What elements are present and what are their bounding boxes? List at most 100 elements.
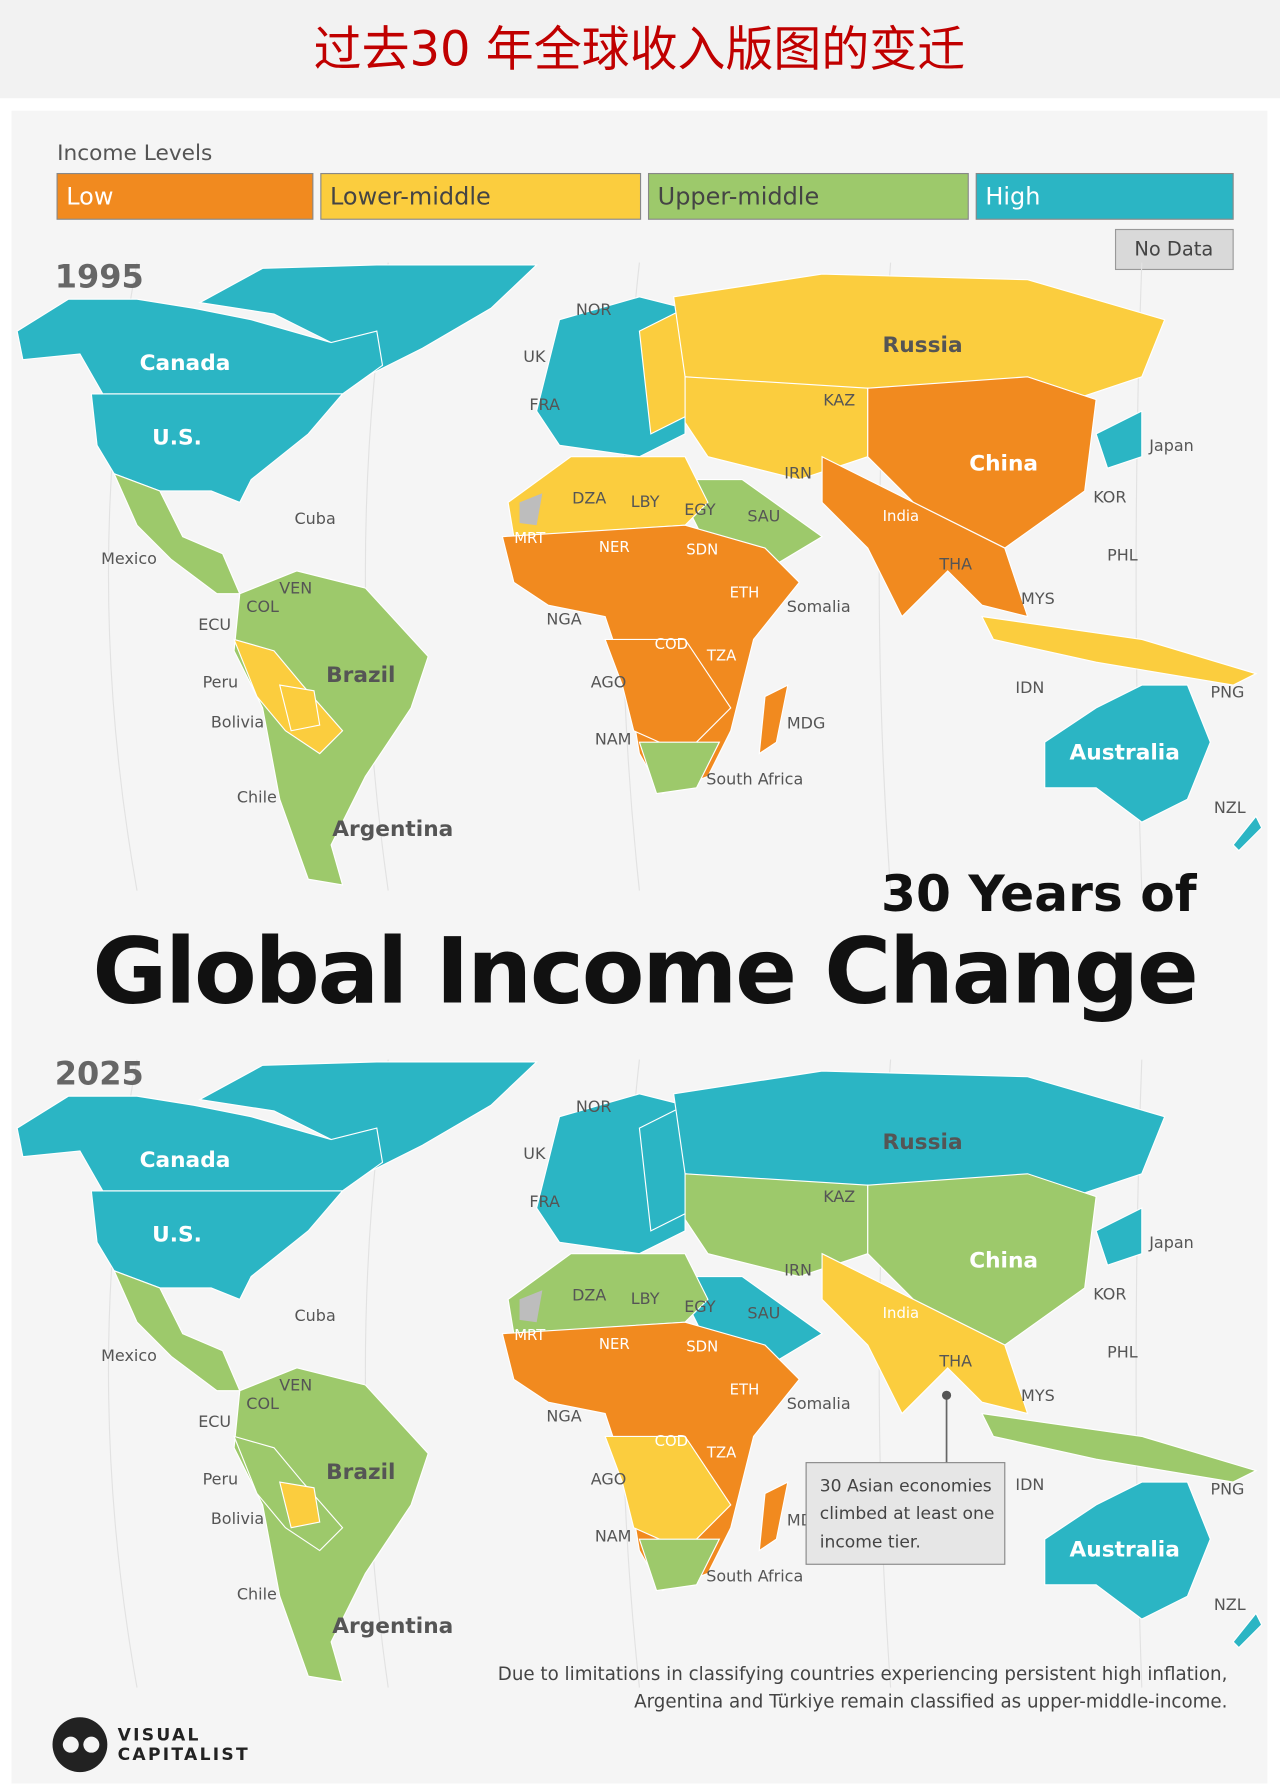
country-region bbox=[1044, 684, 1211, 823]
country-label: Peru bbox=[203, 1469, 239, 1488]
country-region bbox=[638, 741, 721, 795]
brand-icon-eye bbox=[83, 1736, 100, 1753]
country-label: NZL bbox=[1214, 798, 1246, 817]
country-label: MYS bbox=[1021, 589, 1055, 608]
country-label: Mexico bbox=[101, 1346, 157, 1365]
country-label: COD bbox=[655, 636, 688, 653]
map-year: 2025 bbox=[55, 1055, 144, 1093]
country-label: Cuba bbox=[295, 509, 336, 528]
title-line2: Global Income Change bbox=[92, 917, 1196, 1024]
country-label: SDN bbox=[686, 541, 718, 558]
country-label: Chile bbox=[237, 1585, 277, 1604]
annotation-line: income tier. bbox=[820, 1533, 921, 1553]
no-data-region bbox=[519, 1290, 543, 1323]
country-label: FRA bbox=[529, 1192, 560, 1211]
maps: 1995CanadaU.S.MexicoCubaVENCOLECUPeruBol… bbox=[16, 258, 1263, 1688]
country-label: FRA bbox=[529, 395, 560, 414]
country-label: ETH bbox=[730, 585, 760, 602]
country-label: VEN bbox=[279, 1376, 312, 1395]
country-label: MRT bbox=[514, 530, 546, 547]
country-label: DZA bbox=[572, 1285, 606, 1304]
legend-title: Income Levels bbox=[57, 141, 212, 166]
country-region bbox=[1232, 815, 1263, 852]
country-label: Bolivia bbox=[211, 1509, 264, 1528]
country-label: NAM bbox=[595, 729, 632, 748]
country-label: China bbox=[969, 1249, 1038, 1274]
legend: Low Lower-middle Upper-middle High bbox=[56, 172, 1234, 220]
country-label: Australia bbox=[1070, 741, 1180, 766]
country-label: Japan bbox=[1148, 436, 1194, 455]
country-region bbox=[867, 376, 1097, 549]
legend-label: Lower-middle bbox=[330, 183, 491, 211]
country-label: PNG bbox=[1210, 683, 1244, 702]
country-region bbox=[90, 1190, 344, 1301]
no-data-region bbox=[519, 493, 543, 526]
country-label: Somalia bbox=[787, 597, 851, 616]
country-label: PNG bbox=[1210, 1480, 1244, 1499]
country-label: COD bbox=[655, 1433, 688, 1450]
no-data-label: No Data bbox=[1134, 238, 1213, 261]
country-label: THA bbox=[938, 1352, 972, 1371]
annotation-box bbox=[805, 1462, 1006, 1565]
footnote: Argentina and Türkiye remain classified … bbox=[634, 1691, 1227, 1712]
title-line1: 30 Years of bbox=[881, 864, 1198, 923]
country-region bbox=[198, 1061, 539, 1175]
country-label: Peru bbox=[203, 672, 239, 691]
country-label: NGA bbox=[546, 1406, 581, 1425]
brand-icon bbox=[52, 1717, 108, 1773]
country-label: NGA bbox=[546, 609, 581, 628]
country-region bbox=[16, 298, 384, 395]
country-label: KOR bbox=[1093, 1284, 1126, 1303]
country-label: South Africa bbox=[706, 1566, 803, 1585]
country-label: Brazil bbox=[326, 663, 395, 688]
country-label: AGO bbox=[591, 1469, 627, 1488]
map-year: 1995 bbox=[55, 258, 144, 296]
annotation-dot bbox=[941, 1390, 952, 1400]
legend-swatch bbox=[975, 172, 1234, 220]
country-label: Argentina bbox=[332, 817, 453, 842]
brand-icon-eye bbox=[62, 1736, 79, 1753]
country-label: Chile bbox=[237, 788, 277, 807]
country-label: Canada bbox=[140, 351, 231, 376]
country-region bbox=[90, 393, 344, 504]
country-label: Brazil bbox=[326, 1460, 395, 1485]
country-label: U.S. bbox=[152, 425, 202, 450]
country-label: Canada bbox=[140, 1148, 231, 1173]
country-label: VEN bbox=[279, 579, 312, 598]
country-label: Russia bbox=[883, 1130, 963, 1155]
country-label: NER bbox=[599, 539, 630, 556]
legend-swatch bbox=[647, 172, 969, 220]
country-label: KOR bbox=[1093, 487, 1126, 506]
country-label: KAZ bbox=[823, 1187, 855, 1206]
country-label: NER bbox=[599, 1336, 630, 1353]
country-label: NZL bbox=[1214, 1595, 1246, 1614]
annotation-line: 30 Asian economies bbox=[820, 1477, 992, 1497]
brand-text: VISUAL bbox=[118, 1726, 201, 1746]
country-label: IRN bbox=[784, 463, 812, 482]
country-label: TZA bbox=[706, 1445, 737, 1462]
country-label: TZA bbox=[706, 648, 737, 665]
header-band bbox=[0, 0, 1280, 99]
country-label: COL bbox=[246, 597, 279, 616]
legend-label: Low bbox=[66, 183, 113, 211]
country-label: Cuba bbox=[295, 1306, 336, 1325]
country-label: DZA bbox=[572, 488, 606, 507]
country-label: SAU bbox=[747, 507, 780, 526]
country-region bbox=[821, 455, 1029, 618]
country-region bbox=[16, 1095, 384, 1192]
country-region bbox=[1044, 1481, 1211, 1620]
country-label: IRN bbox=[784, 1260, 812, 1279]
country-label: PHL bbox=[1107, 1343, 1138, 1362]
country-label: EGY bbox=[684, 1297, 716, 1316]
country-label: Russia bbox=[883, 333, 963, 358]
annotation-line: climbed at least one bbox=[820, 1504, 995, 1524]
legend-label: Upper-middle bbox=[658, 183, 820, 211]
country-label: Bolivia bbox=[211, 712, 264, 731]
country-region bbox=[1095, 1207, 1143, 1266]
country-label: NOR bbox=[576, 1097, 612, 1116]
country-label: NAM bbox=[595, 1526, 632, 1545]
country-region bbox=[278, 1481, 321, 1529]
country-label: PHL bbox=[1107, 546, 1138, 565]
